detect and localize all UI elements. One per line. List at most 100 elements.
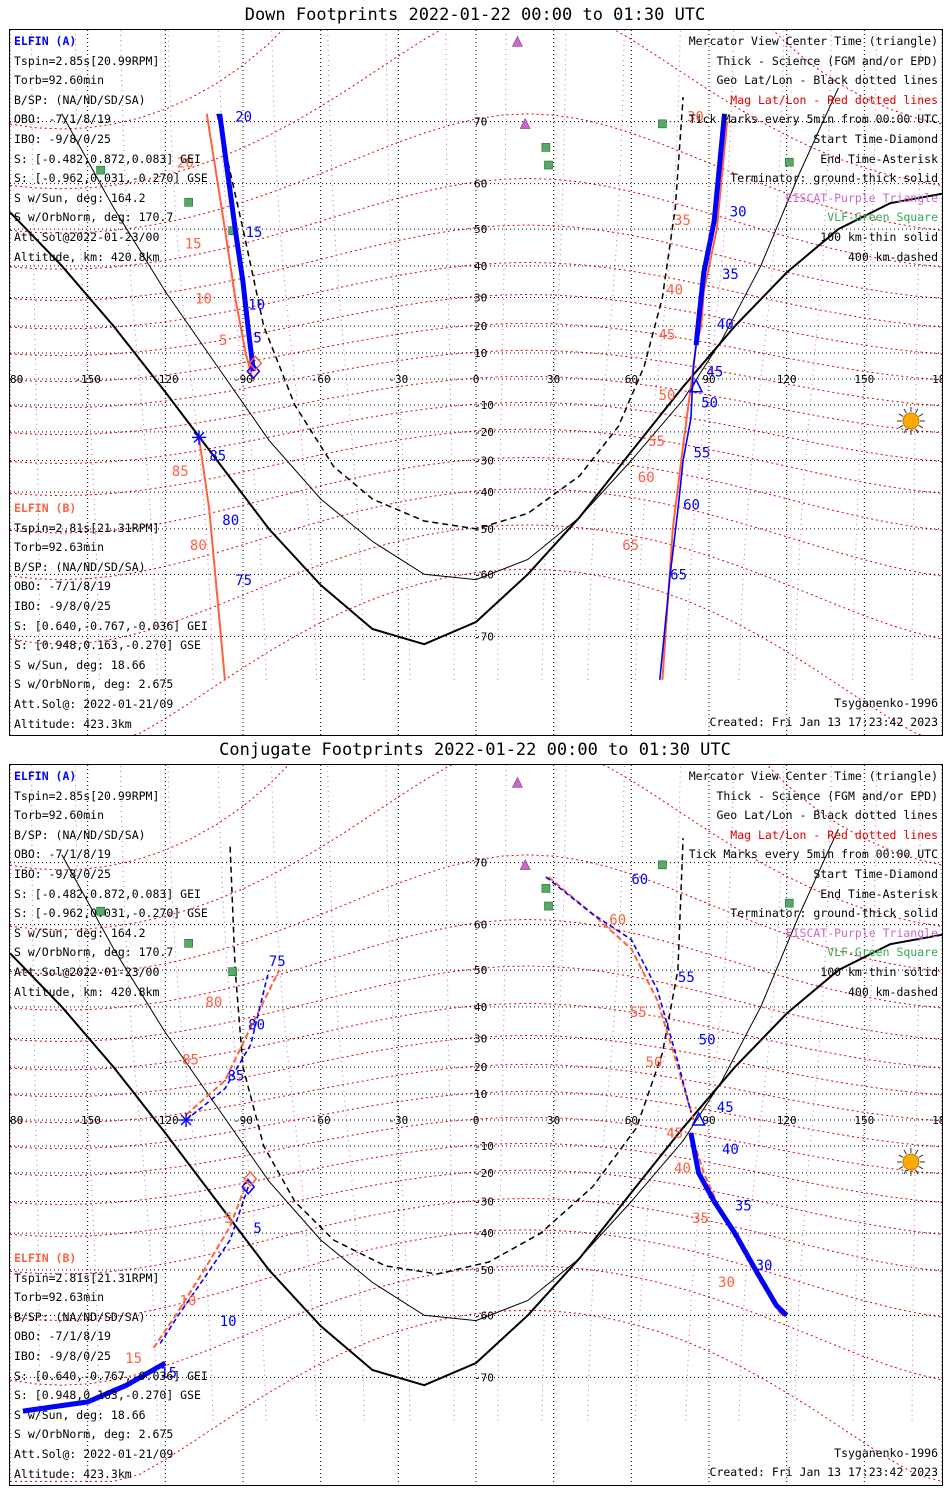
lon-tick-label: -60 (311, 1114, 331, 1127)
lat-tick-label: 30 (474, 1033, 487, 1046)
lat-tick-label: 70 (474, 116, 487, 129)
sat-b-line: OBO: -7/1/8/19 (14, 579, 111, 594)
terminator-100km (61, 87, 839, 581)
legend-line: Terminator: ground-thick solid (730, 906, 938, 921)
mag-lon-line (497, 765, 507, 1421)
sat-b-line: Tspin=2.81s[21.31RPM] (14, 520, 160, 535)
sat-a-tick-label: 50 (701, 396, 718, 412)
sat-a-name: ELFIN (A) (14, 34, 77, 48)
sat-b-line: Torb=92.63min (14, 540, 105, 555)
sat-a-tick-label: 60 (683, 498, 700, 514)
vlf-station-marker (184, 197, 193, 207)
eiscat-station-marker (519, 858, 531, 870)
sat-a-tick-label: 30 (756, 1258, 773, 1274)
sat-a-tick-label: 10 (248, 297, 265, 313)
sat-b-tick-label: 30 (718, 1275, 735, 1291)
sat-a-tick-label: 85 (209, 448, 226, 464)
map-canvas-down: -180-150-120-90-60-300306090120150180706… (10, 30, 942, 735)
lat-tick-label: 60 (474, 178, 487, 191)
sat-b-name: ELFIN (B) (14, 1251, 77, 1265)
sun-ray (898, 413, 904, 417)
sat-a-line: Tspin=2.85s[20.99RPM] (14, 788, 160, 803)
sat-b-tick-label: 40 (674, 1161, 691, 1177)
lat-tick-label: -10 (474, 399, 494, 412)
lon-tick-label: 60 (625, 1114, 638, 1127)
sat-a-tick-label: 5 (253, 330, 261, 346)
lat-tick-label: 20 (474, 320, 487, 333)
sat-b-line: Altitude: 423.3km (14, 1466, 132, 1481)
sat-b-tick-label: 5 (219, 333, 227, 349)
legend-line: EISCAT-Purple Triangle (785, 190, 938, 205)
legend-line: Start Time-Diamond (813, 866, 938, 881)
mag-lat-line (10, 293, 942, 357)
sat-a-tick-label: 15 (246, 225, 263, 241)
sat-a-line: Altitude, km: 420.8km (14, 249, 160, 264)
lon-tick-label: 150 (854, 1114, 874, 1127)
sat-b-tick-label: 80 (205, 995, 222, 1011)
legend-line: EISCAT-Purple Triangle (785, 925, 938, 940)
sat-b-tick-label: 45 (658, 328, 675, 344)
sat-a-line: IBO: -9/8/0/25 (14, 131, 111, 146)
lon-tick-label: -30 (388, 1114, 408, 1127)
vlf-station-marker (784, 898, 794, 908)
legend-line: 400 km-dashed (847, 249, 938, 264)
mag-lat-line (10, 349, 942, 409)
sat-b-tick-label: 5 (224, 1211, 232, 1227)
sun-ray (903, 428, 907, 434)
lat-tick-label: 10 (474, 1088, 487, 1101)
sat-a-line: S: [-0.482,0.872,0.083] GEI (14, 886, 201, 901)
sat-a-tick-label: 5 (253, 1221, 261, 1237)
eiscat-station-marker (511, 35, 523, 47)
lon-tick-label: 90 (702, 1114, 715, 1127)
mag-lon-line (167, 30, 214, 680)
lat-tick-label: 50 (474, 223, 487, 236)
sat-b-tick-label: 45 (666, 1126, 683, 1142)
sat-b-tick-label: 40 (666, 283, 683, 299)
lon-tick-label: 30 (547, 1114, 560, 1127)
sat-b-line: S: [0.640,-0.767,-0.036] GEI (14, 1368, 208, 1383)
sat-a-tick-label: 45 (706, 364, 723, 380)
sat-b-tick-label: 30 (687, 110, 704, 126)
sun-disk (902, 412, 920, 430)
sat-a-line: S w/Sun, deg: 164.2 (14, 190, 146, 205)
sat-b-name: ELFIN (B) (14, 501, 77, 515)
mag-lon-line (271, 30, 318, 680)
mag-lat-line (10, 30, 942, 190)
sat-a-line: Tspin=2.85s[20.99RPM] (14, 53, 160, 68)
mag-lon-line (327, 765, 365, 1421)
mag-lon-line (271, 765, 318, 1421)
sat-a-tick-label: 75 (269, 954, 286, 970)
sat-a-tick-label: 15 (160, 1365, 177, 1381)
sat-a-info-down: ELFIN (A) Tspin=2.85s[20.99RPM] Torb=92.… (14, 32, 208, 267)
sat-a-tick-label: 50 (699, 1032, 716, 1048)
mag-lon-line (167, 765, 214, 1421)
vlf-station-marker (228, 967, 237, 976)
map-canvas-conjugate: -180-150-120-90-60-300306090120150180706… (10, 765, 942, 1485)
sat-b-line: B/SP: (NA/ND/SD/SA) (14, 559, 146, 574)
vlf-station-marker (658, 860, 667, 870)
sat-b-tick-label: 15 (125, 1351, 142, 1367)
eiscat-station-marker (519, 117, 531, 129)
sat-b-tick-label: 60 (609, 913, 626, 929)
lon-tick-label: 90 (702, 373, 715, 386)
lat-tick-label: 30 (474, 292, 487, 305)
sat-a-line: S w/Sun, deg: 164.2 (14, 925, 146, 940)
mag-lon-line (587, 30, 625, 680)
legend-line: Mag Lat/Lon - Red dotted lines (730, 92, 938, 107)
vlf-station-marker (658, 119, 667, 129)
vlf-station-marker (96, 906, 105, 916)
mag-lat-line (10, 261, 942, 330)
mag-lat-line (10, 1063, 942, 1124)
lon-tick-label: 0 (473, 373, 480, 386)
sun-ray (918, 425, 924, 429)
sun-ray (915, 1149, 919, 1155)
mag-lat-line (10, 30, 942, 130)
model-and-created-conjugate: Tsyganenko-1996 Created: Fri Jan 13 17:2… (710, 1444, 938, 1483)
sun-ray (898, 1154, 904, 1158)
sat-b-tick-label: 80 (190, 538, 207, 554)
lon-tick-label: -60 (311, 373, 331, 386)
sat-a-line: S: [-0.962,0.031,-0.270] GSE (14, 906, 208, 921)
sun-ray (918, 1154, 924, 1158)
legend-line: End Time-Asterisk (820, 151, 938, 166)
sat-a-track (688, 1132, 789, 1318)
